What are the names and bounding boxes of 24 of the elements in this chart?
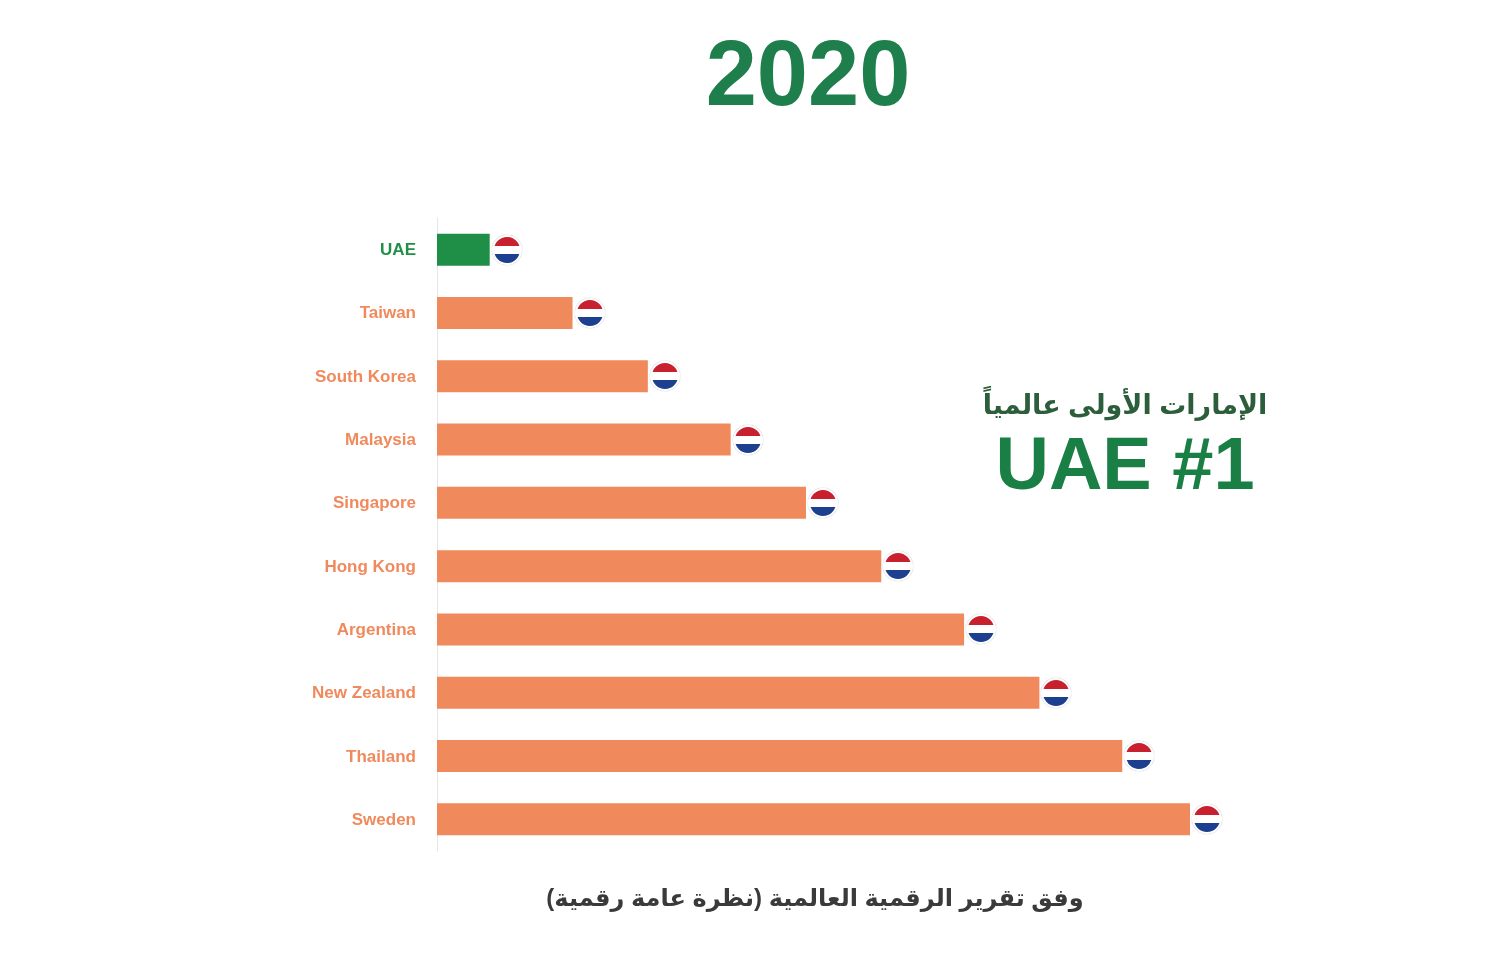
chart-title: 2020 (705, 22, 911, 124)
y-tick-label: Taiwan (359, 303, 416, 323)
y-tick-label: Hong Kong (324, 556, 416, 576)
bar (437, 803, 1190, 836)
bar (437, 233, 490, 266)
bar (437, 550, 882, 583)
text: وفق تقرير الرقمية العالمية (نظرة عامة رقمية) (546, 883, 1084, 912)
annotation: الإمارات الأولى عالمياً (982, 385, 1268, 421)
annotation: UAE #1 (995, 421, 1255, 505)
y-tick-label: South Korea (314, 366, 417, 386)
bar (437, 676, 1040, 709)
bar (437, 613, 965, 646)
y-tick-label: UAE (380, 240, 416, 260)
bar (437, 486, 806, 519)
y-tick-label: Argentina (336, 619, 417, 639)
y-tick-label: Thailand (346, 746, 416, 766)
bar (437, 740, 1123, 773)
y-tick-label: Malaysia (345, 430, 417, 450)
bar (437, 423, 731, 456)
y-tick-label: New Zealand (312, 683, 416, 703)
y-tick-label: Singapore (332, 493, 416, 513)
bar (437, 296, 573, 329)
bar (437, 360, 648, 393)
y-tick-label: Sweden (351, 809, 416, 829)
